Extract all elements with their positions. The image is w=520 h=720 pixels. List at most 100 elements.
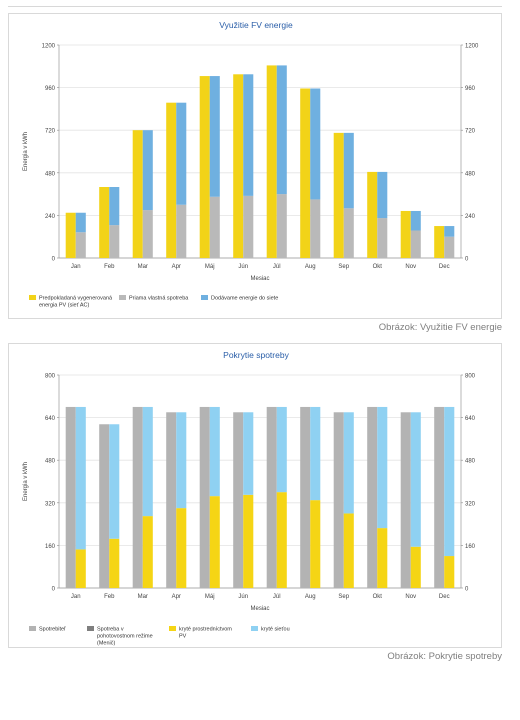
bar-dodavame-energie-do-siete bbox=[209, 76, 220, 197]
chart-title: Využitie FV energie bbox=[219, 20, 293, 30]
bar-dodavame-energie-do-siete bbox=[377, 171, 388, 219]
chart-fv-usage: Využitie FV energie 0 0 240 240 480 480 720 720 9… bbox=[23, 20, 479, 309]
bar-kryte-prostrednictvom-pv bbox=[109, 538, 120, 588]
x-tick-label: Sep bbox=[338, 594, 349, 600]
x-tick-label: Feb bbox=[104, 594, 115, 600]
bar-spotrebitel bbox=[266, 406, 277, 588]
bar-priama-vlastna-spotreba bbox=[109, 225, 120, 258]
chart-title: Pokrytie spotreby bbox=[223, 350, 289, 360]
y-tick-label-left: 0 bbox=[52, 257, 56, 263]
bar-predpokladana-vygenerovana-energia-pv-siet-ac bbox=[166, 102, 177, 258]
bar-spotrebitel bbox=[233, 412, 244, 588]
bar-spotrebitel bbox=[367, 406, 378, 588]
legend-label-spotrebitel: Spotrebiteľ bbox=[39, 627, 66, 633]
bar-kryte-prostrednictvom-pv bbox=[377, 528, 388, 588]
chart-panel-consumption: Pokrytie spotreby 0 0 160 160 320 320 480 480 640… bbox=[8, 343, 502, 648]
x-tick-label: Jan bbox=[71, 264, 81, 270]
y-tick-label-right: 1200 bbox=[465, 44, 479, 50]
bar-kryte-prostrednictvom-pv bbox=[142, 516, 153, 588]
y-tick-label-right: 240 bbox=[465, 214, 476, 220]
bar-kryte-sietou bbox=[377, 406, 388, 529]
y-tick-label-right: 0 bbox=[465, 257, 469, 263]
y-tick-label-right: 480 bbox=[465, 459, 476, 465]
y-tick-label-left: 160 bbox=[45, 544, 56, 550]
legend-label-kryte-prostrednictvom-pv: kryté prostredníctvom PV bbox=[179, 627, 232, 640]
bar-priama-vlastna-spotreba bbox=[377, 218, 388, 258]
bar-kryte-sietou bbox=[310, 406, 321, 501]
x-tick-label: Júl bbox=[273, 594, 281, 600]
x-tick-label: Máj bbox=[205, 594, 215, 600]
legend-label-spotreba-v-pohotovostnom-rezime-menic: Spotreba v pohotovostnom režime (Menič) bbox=[97, 627, 153, 647]
bar-predpokladana-vygenerovana-energia-pv-siet-ac bbox=[400, 210, 411, 258]
x-tick-label: Jún bbox=[238, 264, 248, 270]
x-tick-label: Sep bbox=[338, 264, 349, 270]
x-tick-label: Mar bbox=[138, 594, 148, 600]
y-tick-label-left: 240 bbox=[45, 214, 56, 220]
bar-priama-vlastna-spotreba bbox=[310, 199, 321, 258]
bar-predpokladana-vygenerovana-energia-pv-siet-ac bbox=[333, 132, 344, 258]
bar-spotrebitel bbox=[99, 424, 110, 588]
x-tick-label: Mar bbox=[138, 264, 148, 270]
bar-priama-vlastna-spotreba bbox=[444, 236, 455, 258]
x-axis-title: Mesiac bbox=[250, 276, 269, 282]
y-tick-label-right: 960 bbox=[465, 86, 476, 92]
y-tick-label-left: 0 bbox=[52, 587, 56, 593]
bar-kryte-prostrednictvom-pv bbox=[243, 494, 254, 588]
bar-predpokladana-vygenerovana-energia-pv-siet-ac bbox=[367, 171, 378, 258]
bar-kryte-prostrednictvom-pv bbox=[444, 556, 455, 588]
y-tick-label-left: 1200 bbox=[42, 44, 56, 50]
bar-spotrebitel bbox=[132, 406, 143, 588]
bar-priama-vlastna-spotreba bbox=[75, 232, 86, 258]
bar-spotrebitel bbox=[333, 412, 344, 588]
legend-swatch-priama-vlastna-spotreba bbox=[119, 295, 126, 300]
bar-dodavame-energie-do-siete bbox=[444, 226, 455, 237]
bar-kryte-prostrednictvom-pv bbox=[410, 546, 421, 588]
caption-consumption: Obrázok: Pokrytie spotreby bbox=[387, 651, 502, 662]
bar-kryte-sietou bbox=[444, 406, 455, 557]
x-axis-title: Mesiac bbox=[250, 606, 269, 612]
bar-dodavame-energie-do-siete bbox=[109, 187, 120, 226]
bar-predpokladana-vygenerovana-energia-pv-siet-ac bbox=[434, 226, 445, 258]
bar-kryte-sietou bbox=[243, 412, 254, 495]
bar-dodavame-energie-do-siete bbox=[75, 212, 86, 233]
y-tick-label-left: 640 bbox=[45, 416, 56, 422]
bar-spotrebitel bbox=[300, 406, 311, 588]
legend-swatch-spotreba-v-pohotovostnom-rezime-menic bbox=[87, 626, 94, 631]
bar-predpokladana-vygenerovana-energia-pv-siet-ac bbox=[132, 130, 143, 258]
bar-predpokladana-vygenerovana-energia-pv-siet-ac bbox=[65, 212, 76, 258]
bar-kryte-sietou bbox=[142, 406, 153, 517]
x-tick-label: Apr bbox=[172, 594, 181, 600]
bar-priama-vlastna-spotreba bbox=[276, 194, 287, 258]
bar-kryte-prostrednictvom-pv bbox=[75, 549, 86, 588]
bar-kryte-sietou bbox=[209, 406, 220, 497]
top-divider bbox=[8, 6, 502, 7]
legend-label-predpokladana-vygenerovana-energia-pv-siet-ac: Predpokladaná vygenerovaná energia PV (si… bbox=[39, 296, 113, 309]
legend-swatch-kryte-prostrednictvom-pv bbox=[169, 626, 176, 631]
y-tick-label-left: 800 bbox=[45, 374, 56, 380]
y-tick-label-right: 320 bbox=[465, 501, 476, 507]
y-tick-label-left: 320 bbox=[45, 501, 56, 507]
x-tick-label: Jan bbox=[71, 594, 81, 600]
bar-predpokladana-vygenerovana-energia-pv-siet-ac bbox=[266, 65, 277, 258]
y-axis-title: Energia v kWh bbox=[23, 462, 29, 501]
x-tick-label: Júl bbox=[273, 264, 281, 270]
y-tick-label-left: 480 bbox=[45, 459, 56, 465]
x-tick-label: Apr bbox=[172, 264, 181, 270]
bar-dodavame-energie-do-siete bbox=[410, 210, 421, 231]
y-tick-label-right: 720 bbox=[465, 129, 476, 135]
bar-dodavame-energie-do-siete bbox=[176, 102, 187, 205]
y-tick-label-left: 960 bbox=[45, 86, 56, 92]
x-tick-label: Nov bbox=[405, 594, 416, 600]
bar-spotrebitel bbox=[400, 412, 411, 588]
bar-dodavame-energie-do-siete bbox=[142, 130, 153, 211]
x-tick-label: Dec bbox=[439, 594, 450, 600]
bar-predpokladana-vygenerovana-energia-pv-siet-ac bbox=[300, 88, 311, 258]
x-tick-label: Máj bbox=[205, 264, 215, 270]
bar-kryte-sietou bbox=[109, 424, 120, 539]
bar-dodavame-energie-do-siete bbox=[276, 65, 287, 195]
bar-priama-vlastna-spotreba bbox=[209, 196, 220, 258]
legend-swatch-kryte-sietou bbox=[251, 626, 258, 631]
bar-kryte-sietou bbox=[276, 406, 287, 493]
legend-label-priama-vlastna-spotreba: Priama vlastná spotreba bbox=[129, 296, 189, 302]
bar-spotrebitel bbox=[166, 412, 177, 588]
